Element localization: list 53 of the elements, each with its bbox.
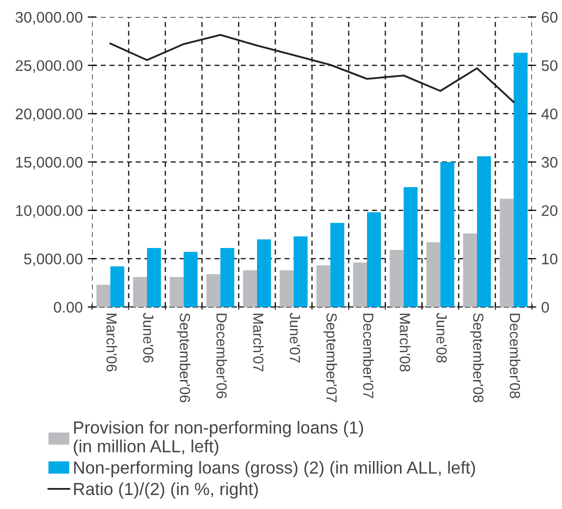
y2-tick-label: 0 xyxy=(542,302,549,313)
y-tick-label: 15,000.00 xyxy=(16,156,82,170)
x-tick-label: June'06 xyxy=(143,312,154,363)
bar xyxy=(390,250,404,307)
legend-label: Provision for non-performing loans (1) (in million ALL, left) xyxy=(74,420,364,456)
bar xyxy=(184,252,198,307)
y-tick-label: 25,000.00 xyxy=(16,60,82,73)
y-tick-label: 30,000.00 xyxy=(16,12,82,24)
x-tick-label: September'07 xyxy=(324,313,338,402)
bar xyxy=(294,236,308,307)
bar xyxy=(404,187,418,307)
bar xyxy=(206,274,220,307)
bar xyxy=(110,266,124,307)
bar xyxy=(280,270,294,307)
y2-tick-label: 30 xyxy=(542,156,558,168)
y-tick-label: 0.00 xyxy=(54,302,82,313)
x-tick-label: March'07 xyxy=(253,314,264,372)
x-tick-label: September'06 xyxy=(176,313,190,402)
x-tick-label: June'08 xyxy=(436,312,447,363)
bar xyxy=(514,52,528,307)
bar xyxy=(477,156,491,307)
x-tick-label: December'07 xyxy=(363,314,374,398)
bar xyxy=(147,248,161,307)
bar xyxy=(500,198,514,307)
bar xyxy=(463,234,477,307)
legend-label: Ratio (1)/(2) (in %, right) xyxy=(74,482,258,499)
x-tick-label: March'06 xyxy=(106,314,118,372)
bar xyxy=(96,284,110,307)
y2-tick-label: 10 xyxy=(542,254,558,264)
bar xyxy=(220,248,234,307)
y2-tick-label: 40 xyxy=(541,108,558,120)
bar xyxy=(133,277,147,307)
x-tick-label: December'06 xyxy=(216,314,228,398)
bar xyxy=(243,270,257,307)
y2-tick-label: 20 xyxy=(542,205,558,216)
bar xyxy=(353,262,367,307)
bar xyxy=(170,277,184,307)
y2-tick-label: 60 xyxy=(542,12,558,23)
bar xyxy=(316,265,330,307)
y-tick-label: 20,000.00 xyxy=(16,108,82,122)
x-tick-label: June'07 xyxy=(290,312,300,362)
bar xyxy=(367,212,381,307)
bar xyxy=(426,242,440,307)
y-tick-label: 5,000.00 xyxy=(24,254,82,266)
bar xyxy=(257,239,271,307)
legend-label: Non-performing loans (gross) (2) (in million ALL, left) xyxy=(74,461,475,478)
y2-tick-label: 50 xyxy=(542,60,558,72)
bar xyxy=(440,162,454,307)
x-tick-label: March'08 xyxy=(400,314,410,372)
x-tick-label: September'08 xyxy=(470,313,484,402)
y-tick-label: 10,000.00 xyxy=(16,205,82,218)
x-tick-label: December'08 xyxy=(510,314,520,398)
bar xyxy=(330,222,344,307)
